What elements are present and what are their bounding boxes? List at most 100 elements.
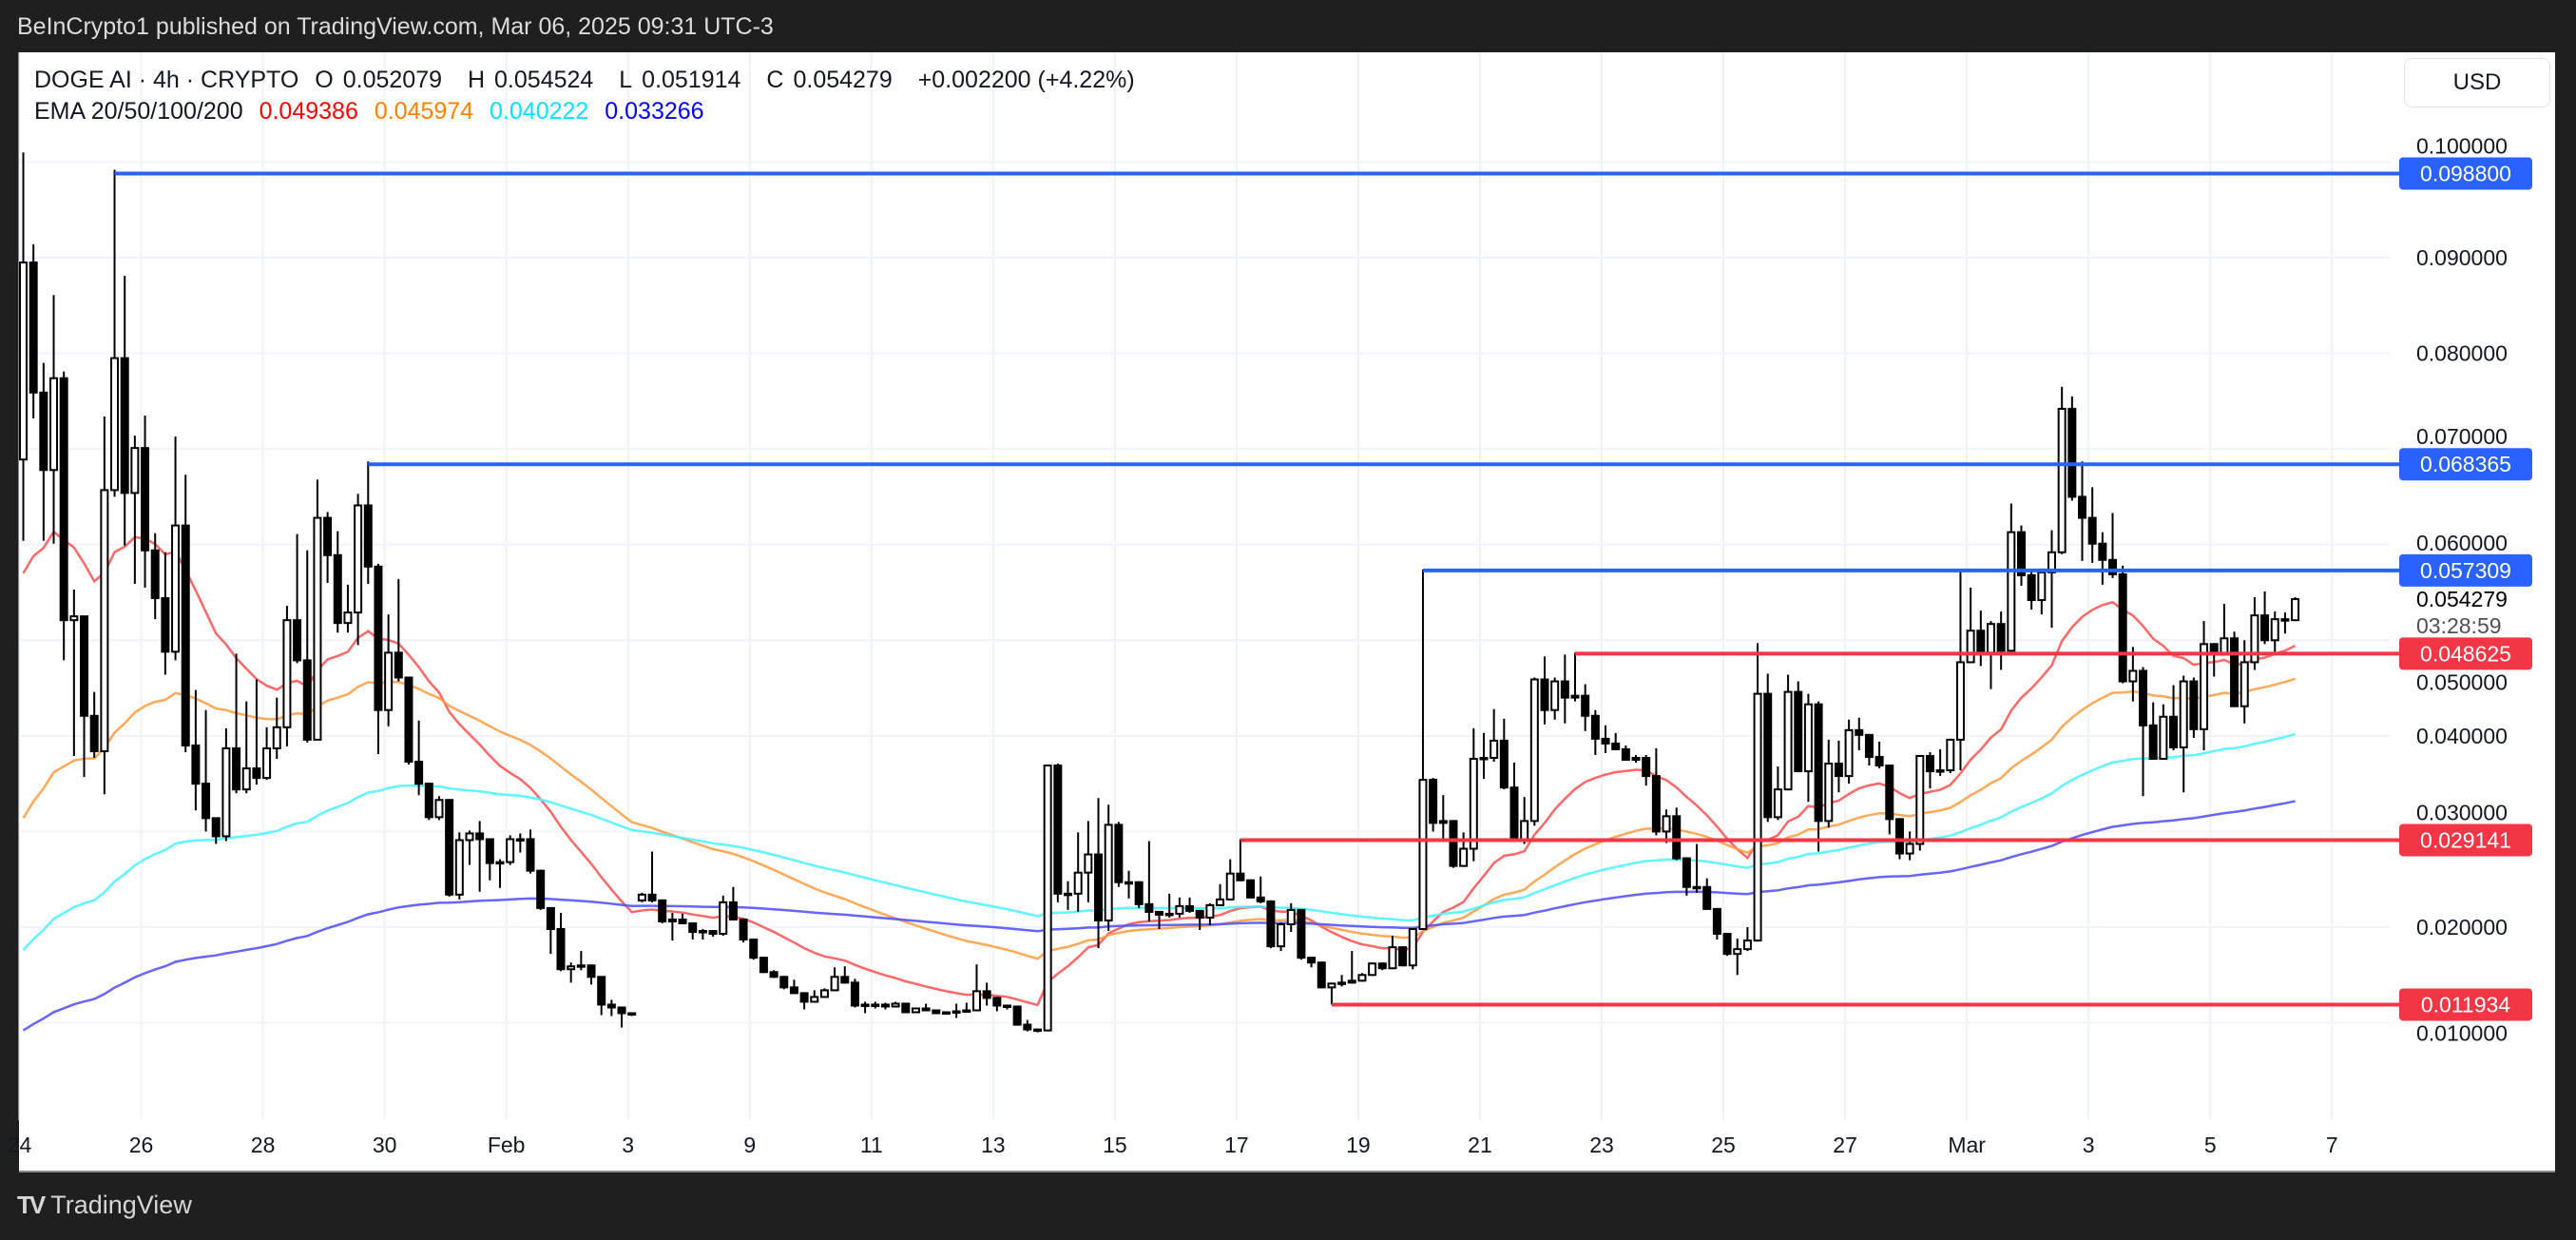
candle-body-up: [221, 746, 231, 838]
candle-body-down: [1874, 755, 1884, 767]
candle-body-up: [343, 611, 353, 625]
candle-body-up: [2037, 571, 2047, 602]
candle: [1195, 909, 1204, 931]
price-axis-label: 0.030000: [2416, 800, 2508, 824]
candle: [1783, 674, 1793, 791]
candle: [749, 939, 759, 960]
candle: [1317, 961, 1326, 989]
candle-body-up: [1915, 754, 1925, 845]
candle: [1073, 832, 1083, 912]
symbol-title[interactable]: DOGE AI · 4h · CRYPTO: [34, 67, 299, 93]
candle: [293, 533, 302, 664]
tradingview-logo[interactable]: TV TradingView: [17, 1191, 192, 1220]
candle-body-up: [130, 447, 140, 494]
candle-body-down: [485, 838, 494, 864]
candle-body-down: [759, 957, 768, 974]
candle-body-down: [1236, 872, 1245, 882]
candle-body-down: [536, 869, 546, 909]
high-value: H 0.054524: [468, 67, 603, 93]
candle: [59, 371, 68, 661]
candle-body-down: [2118, 572, 2127, 683]
last-price-label: 0.054279: [2416, 587, 2508, 611]
candle-body-down: [840, 976, 850, 984]
candle-body-down: [445, 799, 454, 896]
candle-body-up: [1064, 892, 1073, 897]
candle-body-down: [1925, 754, 1934, 773]
candle-body-up: [971, 990, 981, 1012]
candle-body-up: [1955, 661, 1965, 741]
candle-body-down: [181, 524, 190, 746]
currency-button[interactable]: USD: [2404, 58, 2550, 107]
candle-body-down: [150, 549, 160, 600]
candle-body-down: [2087, 516, 2097, 545]
candle-body-up: [49, 377, 59, 472]
candle: [120, 276, 129, 546]
candle: [202, 709, 211, 832]
candle-body-down: [1509, 786, 1519, 842]
candle-body-down: [191, 744, 201, 785]
candle: [1733, 939, 1742, 976]
candle: [39, 362, 48, 541]
resistance-level-badge: [2399, 157, 2532, 190]
candle-body-down: [1621, 747, 1630, 762]
candle: [1125, 870, 1134, 899]
candle: [1490, 708, 1499, 763]
candle: [1712, 907, 1721, 940]
candle: [556, 912, 566, 972]
candle: [171, 436, 181, 661]
candle: [1479, 732, 1489, 780]
ema-label[interactable]: EMA 20/50/100/200: [34, 98, 243, 125]
candle: [1642, 754, 1651, 786]
candle-body-down: [374, 565, 383, 711]
candle-body-up: [719, 901, 728, 936]
candle: [627, 1012, 637, 1017]
candle: [1134, 881, 1144, 908]
low-number: 0.051914: [642, 67, 741, 93]
candle-body-down: [202, 783, 211, 820]
resistance-level-label: 0.098800: [2420, 162, 2511, 186]
candle: [272, 697, 281, 759]
candle-body-down: [789, 986, 798, 995]
candle-body-up: [1520, 820, 1529, 842]
price-axis-label: 0.090000: [2416, 245, 2508, 270]
time-axis-label: 28: [251, 1133, 276, 1157]
candle: [1185, 897, 1195, 913]
candle: [850, 978, 859, 1008]
candle: [80, 615, 89, 778]
candle-body-up: [2007, 531, 2016, 652]
candle: [2280, 612, 2290, 634]
candle-body-up: [2280, 618, 2290, 622]
time-axis-label: 19: [1346, 1133, 1371, 1157]
candle: [1946, 738, 1955, 774]
candle-body-up: [2200, 643, 2209, 730]
candle: [232, 653, 241, 794]
candle: [1560, 654, 1569, 724]
candle: [1621, 745, 1630, 762]
ema-legend: EMA 20/50/100/200 0.049386 0.045974 0.04…: [34, 98, 714, 126]
candle-body-up: [1946, 738, 1955, 772]
candle-body-down: [2260, 614, 2270, 642]
candle: [1114, 822, 1124, 887]
candle: [100, 416, 109, 795]
candle-body-up: [1073, 871, 1083, 895]
candle: [1225, 859, 1235, 901]
time-axis-label: Mar: [1948, 1133, 1986, 1157]
time-axis-label: 27: [1833, 1133, 1857, 1157]
candle-body-down: [932, 1009, 941, 1015]
candle-body-up: [434, 799, 444, 819]
candle: [49, 295, 59, 544]
close-number: 0.054279: [793, 67, 893, 93]
candle-body-up: [698, 930, 707, 934]
candle-body-up: [1104, 823, 1113, 921]
candle: [1570, 652, 1580, 702]
candle: [354, 494, 363, 646]
candle: [2118, 565, 2127, 684]
candle-body-down: [252, 767, 261, 780]
candle: [1651, 747, 1661, 836]
candle-body-up: [1479, 756, 1489, 761]
candle: [1966, 587, 1975, 664]
candle-body-down: [1297, 908, 1306, 959]
chart-panel[interactable]: [19, 52, 2555, 1172]
candle-body-down: [2078, 495, 2087, 519]
